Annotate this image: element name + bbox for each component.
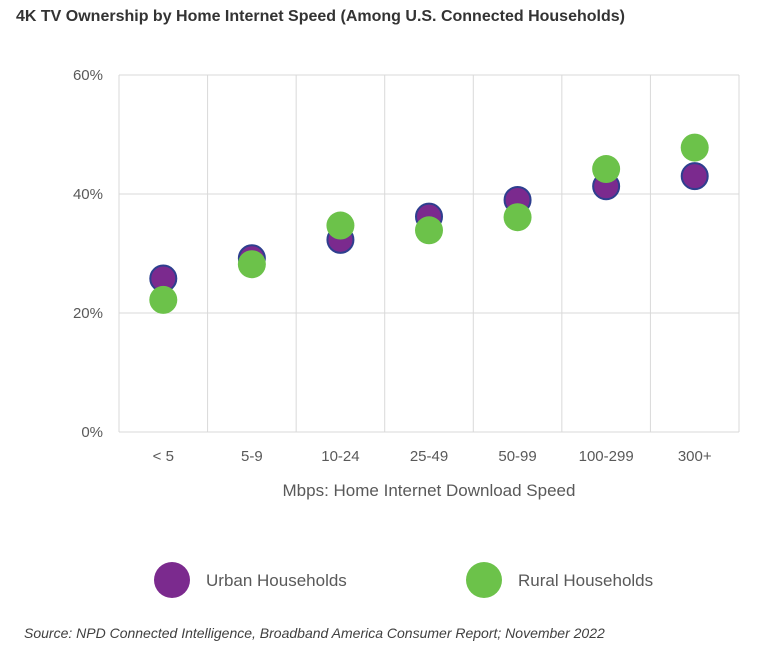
y-tick-label: 40% (73, 186, 103, 203)
scatter-chart: 0% 20% 40% 60% < 5 5-9 10-24 25-49 50-99 100-299… (73, 67, 740, 598)
y-tick-label: 0% (81, 424, 103, 441)
x-tick-label: 10-24 (321, 448, 359, 465)
x-tick-label: 25-49 (410, 448, 448, 465)
rural-point (592, 155, 621, 184)
rural-point (503, 203, 532, 232)
x-axis-title: Mbps: Home Internet Download Speed (283, 481, 576, 500)
chart-title: 4K TV Ownership by Home Internet Speed (… (16, 8, 625, 25)
data-points (149, 133, 709, 314)
legend-marker-rural (466, 562, 502, 598)
urban-point (680, 162, 709, 191)
x-tick-label: 100-299 (579, 448, 634, 465)
legend-marker-urban (154, 562, 190, 598)
grid-layer (118, 74, 740, 433)
x-tick-label: 300+ (678, 448, 712, 465)
legend-label-rural: Rural Households (518, 571, 653, 590)
y-tick-labels: 0% 20% 40% 60% (73, 67, 103, 441)
rural-point (326, 211, 355, 240)
x-tick-label: < 5 (153, 448, 174, 465)
legend-label-urban: Urban Households (206, 571, 347, 590)
x-tick-labels: < 5 5-9 10-24 25-49 50-99 100-299 300+ (153, 448, 712, 465)
source-note: Source: NPD Connected Intelligence, Broa… (24, 625, 605, 641)
x-tick-label: 5-9 (241, 448, 263, 465)
y-tick-label: 60% (73, 67, 103, 84)
rural-point (680, 133, 709, 162)
rural-point (149, 285, 178, 314)
legend: Urban Households Rural Households (154, 562, 653, 598)
rural-point (237, 250, 266, 279)
y-tick-label: 20% (73, 305, 103, 322)
rural-point (415, 216, 443, 245)
x-tick-label: 50-99 (498, 448, 536, 465)
